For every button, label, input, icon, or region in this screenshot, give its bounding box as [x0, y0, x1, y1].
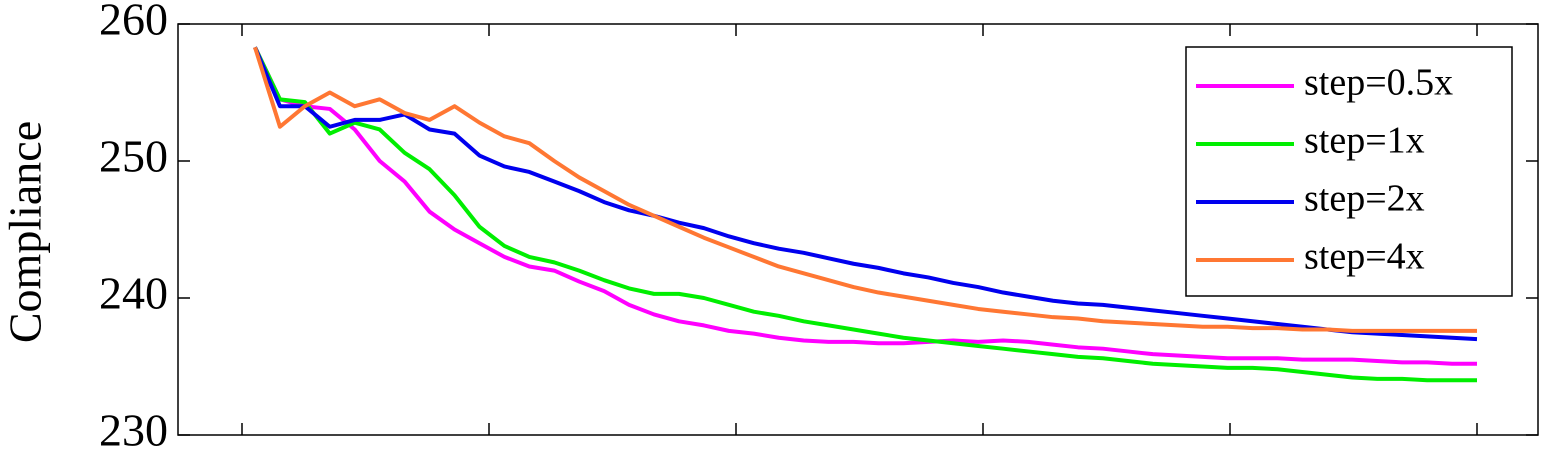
series-line [253, 46, 1477, 333]
legend-label: step=2x [1304, 178, 1425, 220]
legend-label: step=4x [1304, 236, 1425, 278]
legend-box [1185, 46, 1513, 297]
y-tick-label: 250 [99, 131, 168, 182]
series-line [253, 46, 1477, 383]
series-line [253, 46, 1478, 342]
y-tick-label: 240 [99, 268, 168, 319]
legend-label: step=1x [1304, 120, 1425, 162]
series-line [253, 46, 1477, 366]
y-axis-label: Compliance [0, 121, 51, 343]
legend-label: step=0.5x [1304, 62, 1453, 104]
y-tick-label: 260 [99, 0, 168, 45]
y-tick-label: 230 [99, 405, 168, 453]
plot-frame [177, 23, 1539, 436]
